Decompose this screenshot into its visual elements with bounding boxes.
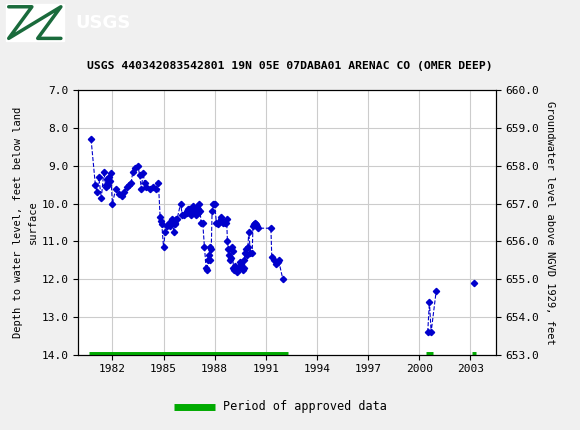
Y-axis label: Groundwater level above NGVD 1929, feet: Groundwater level above NGVD 1929, feet	[545, 101, 555, 344]
Text: Period of approved data: Period of approved data	[223, 400, 387, 413]
Text: USGS 440342083542801 19N 05E 07DABA01 ARENAC CO (OMER DEEP): USGS 440342083542801 19N 05E 07DABA01 AR…	[87, 61, 493, 71]
Text: USGS: USGS	[75, 14, 130, 31]
Y-axis label: Depth to water level, feet below land
surface: Depth to water level, feet below land su…	[13, 107, 38, 338]
